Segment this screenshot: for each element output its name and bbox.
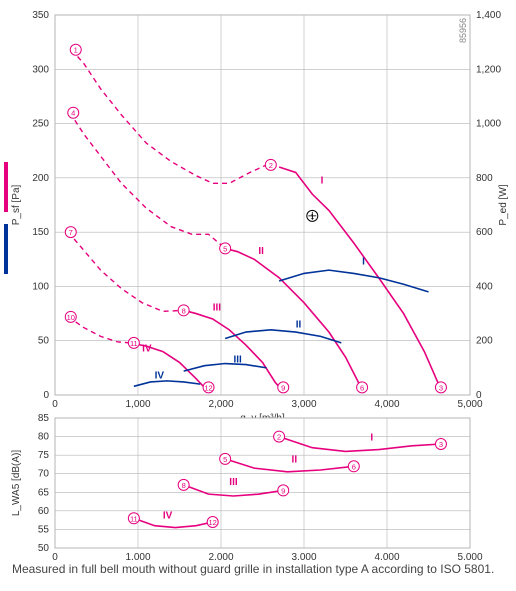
svg-text:85956: 85956 <box>458 18 468 43</box>
svg-text:50: 50 <box>38 336 50 347</box>
svg-text:III: III <box>229 477 238 488</box>
svg-text:4,000: 4,000 <box>374 552 399 560</box>
svg-text:3: 3 <box>439 383 443 392</box>
svg-text:6: 6 <box>360 383 364 392</box>
svg-text:50: 50 <box>38 543 50 554</box>
svg-text:1,400: 1,400 <box>476 10 501 21</box>
svg-text:75: 75 <box>38 450 50 461</box>
legend-psf-marker <box>4 162 8 212</box>
svg-text:100: 100 <box>32 281 49 292</box>
svg-text:I: I <box>362 257 365 268</box>
chart-caption: Measured in full bell mouth without guar… <box>12 562 494 576</box>
svg-text:4,000: 4,000 <box>374 399 399 410</box>
fan-performance-chart: 01,0002,0003,0004,0005,00005010015020025… <box>0 0 516 560</box>
svg-text:II: II <box>292 455 298 466</box>
svg-text:5,000: 5,000 <box>457 552 482 560</box>
svg-text:IV: IV <box>155 371 165 382</box>
svg-text:I: I <box>321 175 324 186</box>
svg-text:0: 0 <box>476 390 482 401</box>
svg-text:65: 65 <box>38 487 50 498</box>
svg-text:1,000: 1,000 <box>125 552 150 560</box>
svg-text:9: 9 <box>281 383 285 392</box>
svg-text:200: 200 <box>476 336 493 347</box>
svg-text:250: 250 <box>32 119 49 130</box>
svg-text:10: 10 <box>67 313 75 322</box>
svg-text:8: 8 <box>182 306 186 315</box>
svg-text:IV: IV <box>163 510 173 521</box>
svg-text:7: 7 <box>69 228 73 237</box>
svg-text:600: 600 <box>476 227 493 238</box>
svg-text:I: I <box>370 432 373 443</box>
svg-text:P_ed [W]: P_ed [W] <box>498 184 509 225</box>
svg-text:60: 60 <box>38 506 50 517</box>
svg-text:80: 80 <box>38 432 50 443</box>
legend-ped-marker <box>4 224 8 274</box>
svg-text:70: 70 <box>38 469 50 480</box>
svg-text:III: III <box>213 302 222 313</box>
svg-text:55: 55 <box>38 524 50 535</box>
svg-text:9: 9 <box>281 486 285 495</box>
svg-text:0: 0 <box>43 390 49 401</box>
svg-text:II: II <box>296 320 302 331</box>
svg-text:IV: IV <box>142 344 152 355</box>
svg-text:1,000: 1,000 <box>125 399 150 410</box>
svg-text:8: 8 <box>182 481 186 490</box>
svg-text:P_sf [Pa]: P_sf [Pa] <box>11 184 22 225</box>
svg-text:2: 2 <box>277 433 281 442</box>
svg-text:12: 12 <box>209 518 217 527</box>
svg-text:2: 2 <box>269 161 273 170</box>
svg-text:III: III <box>233 354 242 365</box>
svg-text:II: II <box>258 246 264 257</box>
svg-text:2,000: 2,000 <box>208 399 233 410</box>
svg-text:11: 11 <box>130 514 138 523</box>
svg-text:1,000: 1,000 <box>476 119 501 130</box>
svg-text:5: 5 <box>223 244 227 253</box>
y-axis-legend <box>4 160 12 276</box>
svg-text:0: 0 <box>52 399 58 410</box>
svg-text:150: 150 <box>32 227 49 238</box>
svg-text:1,200: 1,200 <box>476 64 501 75</box>
svg-text:800: 800 <box>476 173 493 184</box>
svg-text:L_WA5 [dB(A)]: L_WA5 [dB(A)] <box>11 450 22 517</box>
svg-text:2,000: 2,000 <box>208 552 233 560</box>
svg-text:12: 12 <box>204 383 212 392</box>
svg-text:3: 3 <box>439 440 443 449</box>
svg-text:200: 200 <box>32 173 49 184</box>
svg-text:3,000: 3,000 <box>291 552 316 560</box>
svg-text:3,000: 3,000 <box>291 399 316 410</box>
svg-text:85: 85 <box>38 413 50 424</box>
svg-text:400: 400 <box>476 281 493 292</box>
svg-text:1: 1 <box>74 46 78 55</box>
svg-text:4: 4 <box>71 109 75 118</box>
svg-text:350: 350 <box>32 10 49 21</box>
svg-text:300: 300 <box>32 64 49 75</box>
svg-text:11: 11 <box>130 339 138 348</box>
svg-text:0: 0 <box>52 552 58 560</box>
svg-text:5: 5 <box>223 455 227 464</box>
svg-text:6: 6 <box>352 462 356 471</box>
